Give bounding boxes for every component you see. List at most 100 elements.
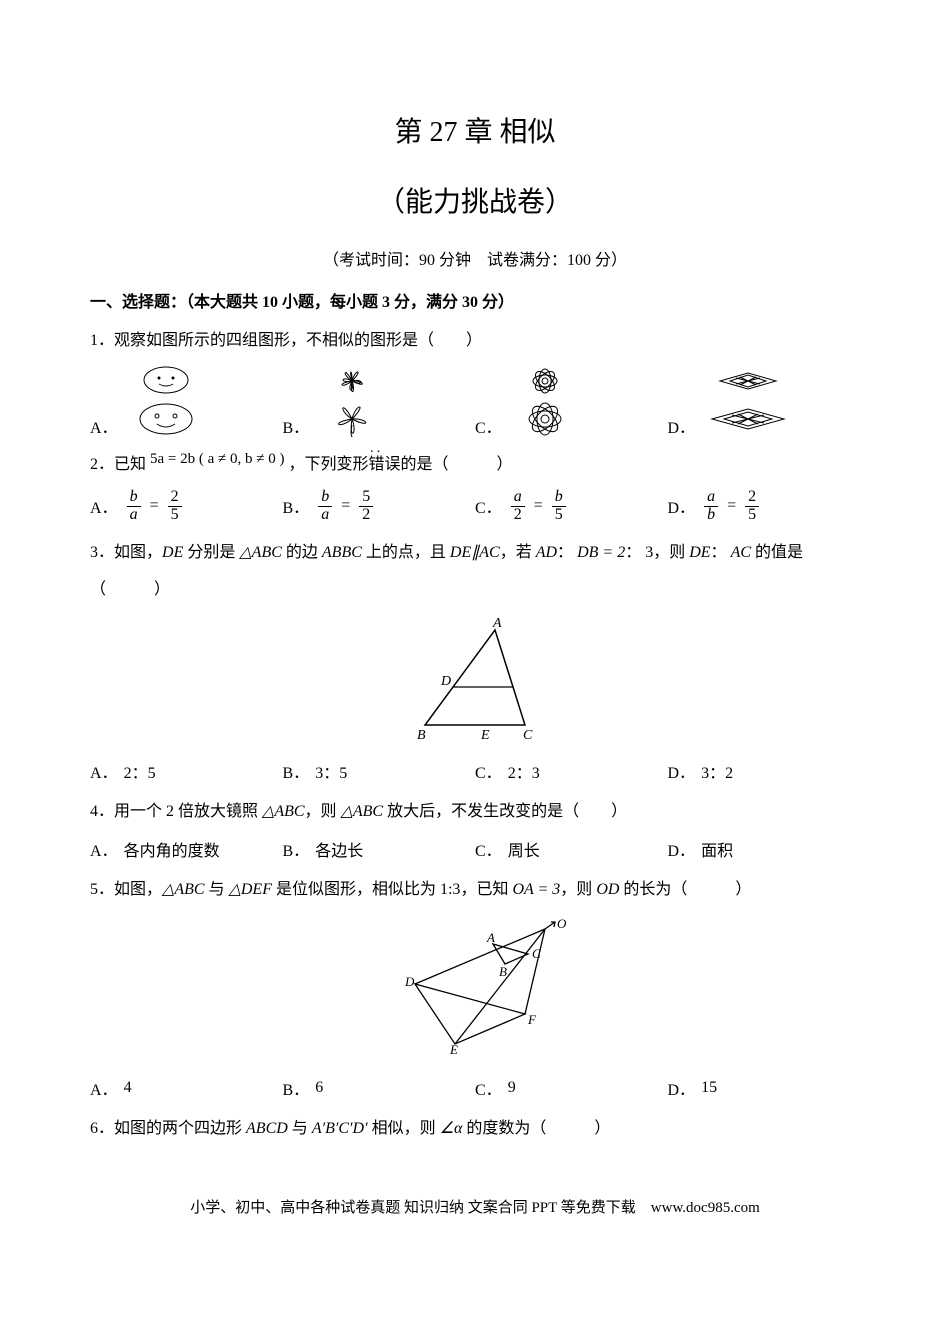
q6-and: 与: [288, 1120, 312, 1137]
q4-abc1: △ABC: [262, 803, 305, 820]
q1-opt-C: C．: [475, 364, 668, 438]
q2B-lhs: ba: [318, 489, 332, 524]
q5-ratio: 1:3: [440, 881, 460, 898]
q4-stem: 4．用一个 2 倍放大镜照 △ABC，则 △ABC 放大后，不发生改变的是（ ）: [90, 795, 860, 829]
q3-figB: B: [417, 728, 426, 743]
q3-deac: DE∥AC: [450, 544, 500, 561]
q3-c1: ：: [557, 544, 573, 561]
q4-p2: ，则: [305, 803, 341, 820]
paper-subtitle: （能力挑战卷）: [90, 180, 860, 220]
q1-figA-icon: [126, 364, 206, 438]
q1-figD-icon: [703, 364, 793, 438]
q5-opt-D: D．15: [668, 1072, 861, 1104]
q5-opt-A: A．4: [90, 1072, 283, 1104]
q3-ad: AD: [536, 544, 557, 561]
q4-p3: 放大后，不发生改变的是（ ）: [383, 803, 627, 820]
q2-label-A: A．: [90, 494, 118, 518]
q4-p1: 4．用一个 2 倍放大镜照: [90, 803, 262, 820]
q4-opt-D: D．面积: [668, 833, 861, 865]
q1-figB-icon: [317, 364, 387, 438]
q3-figure: A D B E C: [90, 615, 860, 745]
q5-stem: 5．如图，△ABC 与 △DEF 是位似图形，相似比为 1:3，已知 OA = …: [90, 873, 860, 907]
q1-label-B: B．: [283, 414, 310, 438]
q2-opt-B: B． ba = 52: [283, 485, 476, 528]
q3-oA: 2：5: [124, 759, 156, 783]
q3-de: DE: [162, 544, 183, 561]
q3-figA: A: [492, 616, 502, 631]
q6-abcd: ABCD: [246, 1120, 288, 1137]
q3-c2: ：: [625, 544, 641, 561]
q2-prefix: 2．已知: [90, 456, 146, 473]
q2-label-C: C．: [475, 494, 502, 518]
q4-label-B: B．: [283, 837, 310, 861]
q1-opt-B: B．: [283, 364, 476, 438]
q6-p2: 相似，则: [368, 1120, 440, 1137]
q3-label-D: D．: [668, 759, 696, 783]
q2-label-B: B．: [283, 494, 310, 518]
q3-figE: E: [480, 728, 490, 743]
q4-opt-B: B．各边长: [283, 833, 476, 865]
q3-label-B: B．: [283, 759, 310, 783]
q3-oD: 3：2: [701, 759, 733, 783]
q2B-rhs: 52: [359, 489, 373, 524]
q4-opt-C: C．周长: [475, 833, 668, 865]
q1-opt-A: A．: [90, 364, 283, 438]
q1-figures: A． B．: [90, 364, 860, 438]
q2C-rhs: b5: [552, 489, 566, 524]
q3-c3: ：: [711, 544, 727, 561]
q2B-eq: =: [341, 497, 350, 515]
q5-abc: △ABC: [162, 881, 205, 898]
q3-stem: 3．如图，DE 分别是 △ABC 的边 ABBC 上的点，且 DE∥AC，若 A…: [90, 536, 860, 570]
q5-figE: E: [449, 1042, 458, 1054]
q3-label-A: A．: [90, 759, 118, 783]
q5-figA: A: [486, 930, 495, 945]
q2D-eq: =: [727, 497, 736, 515]
q2-cond: 5a = 2b ( a ≠ 0, b ≠ 0 ): [150, 451, 284, 467]
q5-oa: OA = 3: [512, 881, 560, 898]
q3-triangle-icon: A D B E C: [395, 615, 555, 745]
q1-label-A: A．: [90, 414, 118, 438]
q5-p4: ，则: [560, 881, 596, 898]
q3-p3: 的边: [282, 544, 322, 561]
q4-label-D: D．: [668, 837, 696, 861]
exam-page: 第 27 章 相似 （能力挑战卷） （考试时间：90 分钟 试卷满分：100 分…: [0, 0, 950, 1257]
q5-def: △DEF: [229, 881, 272, 898]
q1-stem: 1．观察如图所示的四组图形，不相似的图形是（ ）: [90, 324, 860, 358]
q2-stem: 2．已知 5a = 2b ( a ≠ 0, b ≠ 0 ) ，下列变形错误的是（…: [90, 448, 860, 482]
page-footer: 小学、初中、高中各种试卷真题 知识归纳 文案合同 PPT 等免费下载 www.d…: [90, 1196, 860, 1217]
q5-figure: A B C D E F O: [90, 914, 860, 1054]
q3-p2: 分别是: [183, 544, 239, 561]
q3-p5: ，若: [500, 544, 536, 561]
q2A-lhs: ba: [127, 489, 141, 524]
q5-oC: 9: [508, 1079, 516, 1097]
q5-p5: 的长为（ ）: [619, 881, 751, 898]
q3-brackets: （ ）: [90, 573, 860, 607]
q2-opt-D: D． ab = 25: [668, 485, 861, 528]
q2-label-D: D．: [668, 494, 696, 518]
q5-figB: B: [499, 964, 507, 979]
q5-figD: D: [404, 974, 415, 989]
q5-od: OD: [596, 881, 619, 898]
q3-p7: 的值是: [751, 544, 803, 561]
q4-label-C: C．: [475, 837, 502, 861]
q3-de2: DE: [689, 544, 710, 561]
q6-p3: 的度数为（ ）: [462, 1120, 610, 1137]
q3-options: A．2：5 B．3：5 C．2：3 D．3：2: [90, 755, 860, 787]
q1-opt-D: D．: [668, 364, 861, 438]
q1-label-D: D．: [668, 414, 696, 438]
q4-oB: 各边长: [315, 837, 363, 861]
q1-figC-icon: [510, 364, 580, 438]
q5-label-D: D．: [668, 1076, 696, 1100]
exam-meta: （考试时间：90 分钟 试卷满分：100 分）: [90, 246, 860, 270]
q5-and: 与: [205, 881, 229, 898]
q5-p2: 是位似图形，相似比为: [272, 881, 440, 898]
q2C-lhs: a2: [511, 489, 525, 524]
q3-figD: D: [440, 674, 451, 689]
q2-options: A． ba = 25 B． ba = 52 C． a2 = b5 D． ab =…: [90, 485, 860, 528]
q2-s1: ，下列变形: [289, 456, 369, 473]
q5-homothety-icon: A B C D E F O: [375, 914, 575, 1054]
q3-opt-C: C．2：3: [475, 755, 668, 787]
q5-p1: 5．如图，: [90, 881, 162, 898]
q3-opt-B: B．3：5: [283, 755, 476, 787]
q4-oC: 周长: [508, 837, 540, 861]
